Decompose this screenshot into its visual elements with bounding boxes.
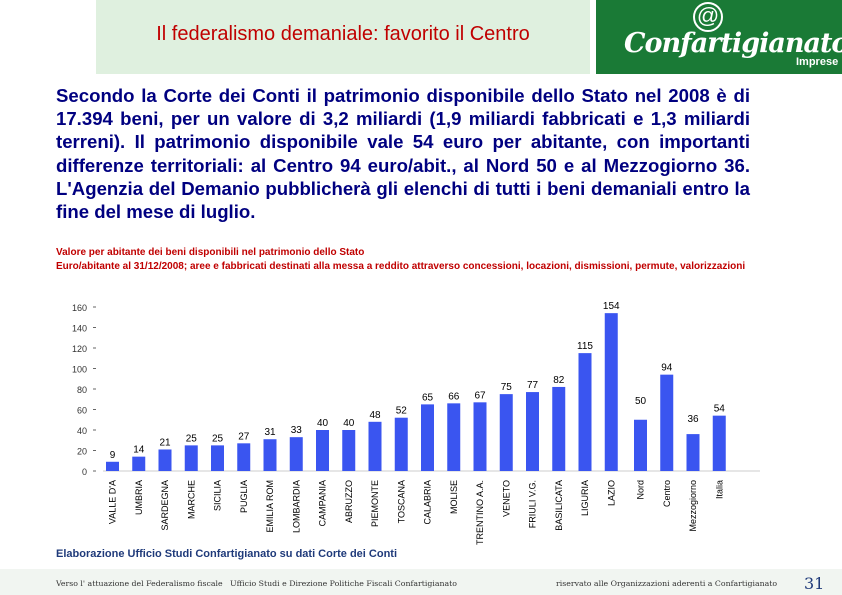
x-tick-label: Centro — [662, 480, 672, 507]
x-tick-label: UMBRIA — [134, 480, 144, 515]
bar — [660, 374, 674, 471]
data-label: 94 — [661, 363, 673, 374]
data-label: 31 — [264, 427, 276, 438]
data-label: 66 — [448, 391, 460, 402]
x-tick-label: SICILIA — [213, 480, 223, 511]
data-label: 115 — [577, 341, 593, 352]
y-tick-label: 120 — [72, 344, 87, 354]
data-label: 50 — [635, 396, 647, 407]
bar — [499, 394, 513, 471]
y-tick-label: 20 — [77, 447, 87, 457]
data-label: 25 — [186, 433, 198, 444]
data-label: 82 — [553, 375, 565, 386]
footer-center: Ufficio Studi e Direzione Politiche Fisc… — [230, 579, 457, 588]
data-label: 21 — [159, 437, 171, 448]
data-label: 27 — [238, 431, 250, 442]
bar — [394, 417, 408, 471]
y-tick-label: 80 — [77, 385, 87, 395]
bar — [184, 445, 198, 471]
bar — [578, 353, 592, 471]
bar — [447, 403, 461, 471]
x-tick-label: VALLE D'A — [108, 480, 118, 524]
chart-subtitle: Euro/abitante al 31/12/2008; aree e fabb… — [56, 261, 746, 272]
bar — [473, 402, 487, 471]
data-label: 25 — [212, 433, 224, 444]
y-tick-label: 60 — [77, 406, 87, 416]
x-tick-label: FRIULI V.G. — [528, 480, 538, 528]
bar — [604, 313, 618, 471]
title-box: Il federalismo demaniale: favorito il Ce… — [96, 0, 590, 74]
x-tick-label: SARDEGNA — [160, 480, 170, 531]
x-tick-label: PUGLIA — [239, 480, 249, 513]
bar — [263, 439, 277, 471]
data-label: 52 — [396, 406, 408, 417]
x-tick-label: MOLISE — [449, 480, 459, 514]
at-sign-icon: @ — [693, 2, 723, 32]
data-label: 9 — [110, 450, 116, 461]
x-tick-label: CAMPANIA — [318, 480, 328, 526]
x-tick-label: LOMBARDIA — [291, 480, 301, 533]
bar — [526, 392, 539, 471]
data-label: 75 — [501, 382, 513, 393]
data-label: 36 — [687, 414, 699, 425]
footer-right: riservato alle Organizzazioni aderenti a… — [556, 579, 778, 588]
x-tick-label: LAZIO — [606, 480, 616, 506]
bar — [132, 456, 146, 471]
x-tick-label: ABRUZZO — [344, 480, 354, 523]
bar — [686, 434, 700, 471]
footer-band — [0, 569, 842, 595]
data-label: 77 — [527, 380, 539, 391]
bar — [158, 449, 172, 471]
data-label: 40 — [317, 418, 329, 429]
bar — [368, 421, 382, 471]
chart-title: Valore per abitante dei beni disponibili… — [56, 247, 365, 258]
bar — [289, 437, 303, 471]
data-label: 14 — [133, 445, 145, 456]
data-label: 67 — [474, 390, 486, 401]
bar — [237, 443, 251, 471]
bar — [421, 404, 434, 471]
data-label: 65 — [422, 392, 434, 403]
x-tick-label: Italia — [714, 480, 724, 499]
intro-paragraph: Secondo la Corte dei Conti il patrimonio… — [56, 85, 750, 223]
x-tick-label: TRENTINO A.A. — [475, 480, 485, 545]
footer-left: Verso l' attuazione del Federalismo fisc… — [56, 579, 223, 588]
page-number: 31 — [804, 574, 825, 593]
bar — [634, 419, 647, 471]
y-tick-label: 0 — [82, 467, 87, 477]
logo: @ Confartigianato Imprese — [596, 0, 842, 74]
x-tick-label: PIEMONTE — [370, 480, 380, 527]
x-tick-label: CALABRIA — [423, 480, 433, 525]
data-label: 40 — [343, 418, 355, 429]
source-note: Elaborazione Ufficio Studi Confartigiana… — [56, 548, 398, 560]
y-tick-label: 100 — [72, 365, 87, 375]
slide-title: Il federalismo demaniale: favorito il Ce… — [156, 23, 530, 45]
data-label: 54 — [714, 404, 726, 415]
data-label: 48 — [369, 410, 381, 421]
bar — [211, 445, 224, 471]
data-label: 33 — [291, 425, 303, 436]
y-tick-label: 40 — [77, 426, 87, 436]
x-tick-label: EMILIA ROM — [265, 480, 275, 533]
bar — [552, 386, 566, 471]
bar — [712, 415, 726, 471]
x-tick-label: MARCHE — [186, 480, 196, 519]
data-label: 154 — [603, 301, 620, 312]
x-tick-label: TOSCANA — [396, 480, 406, 523]
x-tick-label: Nord — [636, 480, 646, 500]
x-tick-label: LIGURIA — [580, 480, 590, 516]
x-tick-label: Mezzogiorno — [688, 480, 698, 532]
chart-caption: Valore per abitante dei beni disponibili… — [56, 246, 796, 274]
logo-subtitle: Imprese — [796, 56, 839, 68]
bar — [316, 430, 329, 471]
logo-name: Confartigianato — [624, 28, 842, 59]
x-tick-label: VENETO — [501, 480, 511, 517]
y-tick-label: 140 — [72, 324, 87, 334]
bar — [342, 430, 356, 471]
bar — [106, 461, 119, 471]
y-tick-label: 160 — [72, 303, 87, 313]
x-tick-label: BASILICATA — [554, 480, 564, 531]
